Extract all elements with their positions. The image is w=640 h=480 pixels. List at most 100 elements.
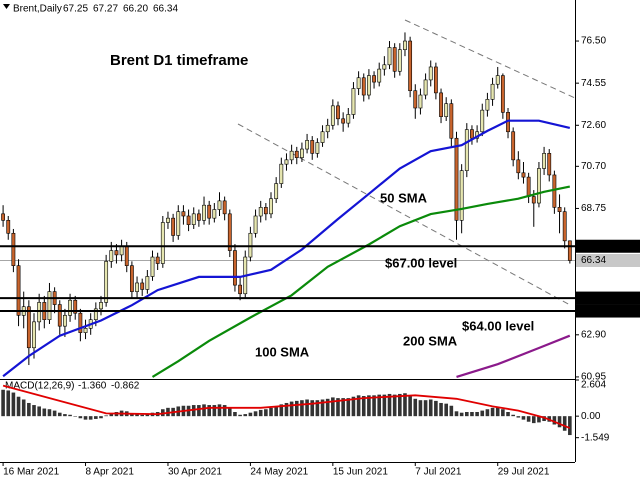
candle-body [485, 99, 490, 111]
macd-bar [434, 400, 438, 417]
macd-bar [47, 409, 52, 417]
macd-y-tick-label: -1.549 [581, 432, 610, 443]
candle-body [439, 92, 443, 117]
macd-bar [104, 415, 108, 417]
y-tick-label: 76.50 [581, 36, 606, 47]
macd-bar [552, 416, 557, 425]
chart-title: Brent D1 timeframe [110, 52, 248, 69]
macd-bar [202, 404, 206, 417]
candle-body [233, 250, 237, 286]
candle-body [377, 68, 382, 83]
macd-bar [331, 397, 335, 417]
macd-bar [227, 407, 232, 417]
current-price-label: 66.34 [581, 255, 606, 266]
macd-bar [294, 400, 299, 417]
candle-body [547, 153, 552, 176]
macd-bar [88, 416, 93, 420]
candle-body [1, 213, 5, 221]
macd-bar [418, 400, 423, 417]
x-tick-label: 16 Mar 2021 [3, 467, 60, 478]
candle-body [171, 217, 176, 236]
candle-body [511, 131, 516, 161]
candle-body [78, 312, 83, 333]
candle-body [552, 174, 557, 208]
macd-bar [336, 398, 340, 417]
macd-bar [459, 412, 464, 417]
sma-line [456, 334, 571, 378]
candle-body [119, 245, 124, 256]
y-tick-label: 68.75 [581, 203, 606, 214]
macd-signal-line [2, 384, 571, 429]
candle-body [294, 150, 299, 158]
macd-bar [21, 399, 26, 417]
candle-body [464, 129, 469, 171]
macd-bar [423, 400, 428, 417]
candle-body [341, 118, 346, 124]
macd-bar [42, 408, 47, 417]
macd-bar [63, 414, 67, 417]
candle-body [274, 183, 279, 200]
candle-body [248, 232, 253, 258]
candle-body [470, 129, 474, 139]
macd-bar [68, 414, 72, 417]
candle-body [495, 75, 500, 85]
macd-bar [310, 400, 315, 417]
x-tick-label: 24 May 2021 [250, 467, 308, 478]
macd-bar [99, 416, 103, 419]
candle-body [500, 75, 505, 113]
candle-body [104, 261, 109, 303]
macd-bar [413, 398, 418, 417]
candle-body [526, 176, 531, 197]
candle-body [408, 40, 413, 92]
macd-bar [238, 414, 242, 417]
macd-bar [531, 416, 536, 424]
macd-bar [372, 395, 376, 417]
macd-bar [233, 412, 237, 417]
macd-bar [562, 416, 567, 431]
candle-body [109, 250, 114, 262]
candle-body [212, 209, 217, 219]
macd-bar [315, 400, 320, 417]
candle-body [68, 299, 72, 316]
candle-body [222, 200, 227, 215]
candle-body [397, 49, 402, 72]
candle-body [258, 207, 263, 217]
macd-y-tick-label: 2.604 [581, 380, 606, 391]
candle-body [537, 168, 541, 204]
candle-body [186, 215, 191, 225]
macd-bar [222, 405, 227, 417]
macd-bar [274, 406, 278, 417]
macd-bar [475, 412, 479, 417]
candle-body [557, 207, 562, 212]
macd-bar [454, 411, 459, 417]
candle-body [47, 291, 52, 320]
macd-bar [367, 395, 371, 417]
candle-body [63, 315, 67, 327]
candle-body [124, 245, 129, 266]
candle-body [367, 75, 371, 96]
candle-body [263, 207, 268, 215]
macd-bar [439, 402, 443, 417]
macd-bar [135, 414, 139, 417]
macd-bar [403, 393, 407, 417]
sma-label: 50 SMA [380, 190, 428, 205]
candle-body [315, 142, 320, 154]
candle-body [93, 308, 98, 320]
y-tick-label: 74.55 [581, 78, 606, 89]
sma-line [151, 185, 571, 378]
candle-body [310, 140, 315, 154]
macd-bar [37, 406, 41, 417]
macd-bar [83, 416, 88, 420]
x-tick-label: 30 Apr 2021 [168, 467, 222, 478]
candle-body [382, 64, 387, 70]
candle-body [413, 90, 418, 109]
macd-bar [428, 399, 433, 417]
candle-body [135, 282, 139, 292]
macd-bar [377, 394, 382, 417]
macd-bar [542, 416, 546, 422]
level-box [576, 291, 640, 305]
macd-bar [501, 409, 505, 417]
macd-bar [52, 410, 57, 417]
macd-bar [94, 416, 98, 419]
sma-line [2, 119, 571, 378]
